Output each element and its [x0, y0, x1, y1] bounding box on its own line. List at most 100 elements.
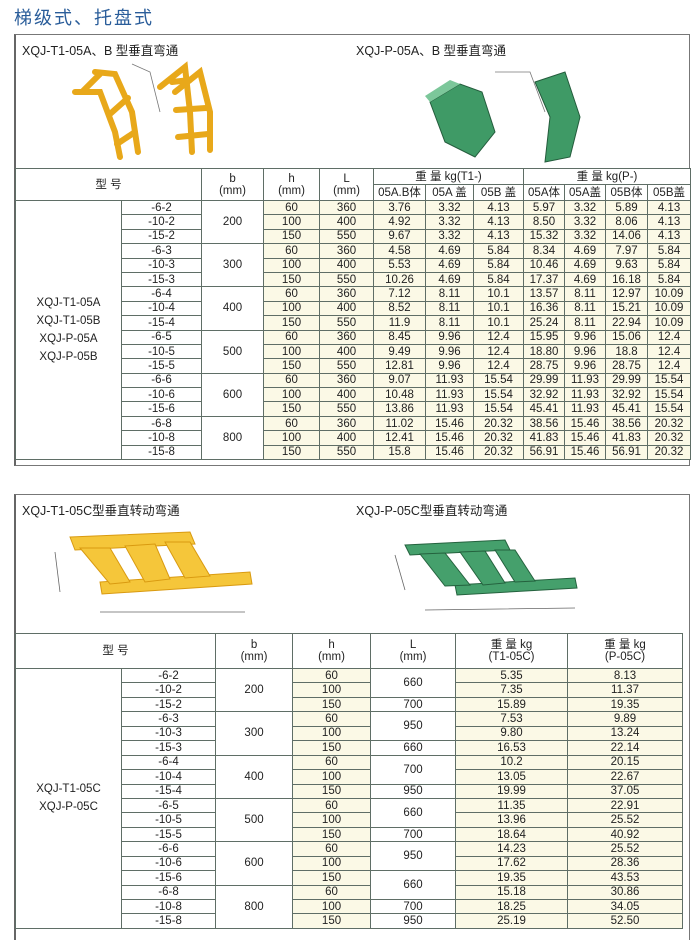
header-p-col: 05A体	[523, 184, 566, 201]
table-row: -15-8 150 550 15.8 15.46 20.32 56.91 15.46 56.91…	[16, 444, 692, 461]
weight-t1: 11.9	[373, 315, 427, 331]
width-b: 300	[201, 243, 265, 288]
table-row: XQJ-T1-05C XQJ-P-05C -6-2 200 60 660 5.35 8.13	[15, 667, 684, 929]
weight-t1: 7.12	[373, 286, 427, 302]
width-b: 400	[201, 286, 265, 331]
height-h: 150	[292, 696, 372, 713]
weight-p-05c: 28.36	[567, 855, 684, 872]
length-l: 400	[319, 300, 375, 317]
header-model: 型 号	[14, 168, 203, 201]
weight-t1: 15.46	[425, 430, 475, 446]
weight-p: 15.54	[647, 401, 692, 417]
weight-t1-05c: 14.23	[455, 841, 569, 857]
model-suffix: -6-4	[120, 286, 203, 302]
length-l: 400	[319, 214, 375, 230]
weight-t1: 8.11	[425, 300, 475, 317]
weight-t1: 15.8	[373, 444, 427, 461]
weight-p: 13.57	[523, 286, 566, 302]
weight-t1: 3.76	[373, 199, 427, 216]
weight-p: 12.4	[647, 358, 692, 374]
length-l: 360	[319, 415, 375, 432]
weight-t1: 15.54	[473, 372, 525, 389]
weight-t1: 13.86	[373, 401, 427, 417]
height-h: 60	[292, 884, 372, 901]
weight-p: 20.32	[647, 444, 692, 461]
weight-p-05c: 8.13	[567, 667, 684, 684]
weight-t1: 12.4	[473, 358, 525, 374]
height-h: 100	[263, 300, 321, 317]
weight-p: 29.99	[523, 372, 566, 389]
weight-t1-05c: 15.89	[455, 696, 569, 713]
weight-t1-05c: 9.80	[455, 725, 569, 742]
table-row: -6-6 600 60 950 14.23 25.52	[16, 841, 684, 886]
weight-p-05c: 9.89	[567, 711, 684, 727]
height-h: 150	[292, 913, 372, 929]
model-suffix: -10-5	[120, 812, 217, 828]
length-l: 360	[319, 372, 375, 389]
length-l: 700	[370, 898, 457, 915]
length-l: 950	[370, 913, 457, 929]
height-h: 150	[263, 271, 321, 288]
weight-p: 22.94	[605, 315, 649, 331]
weight-p: 4.69	[564, 257, 607, 273]
weight-t1-05c: 18.64	[455, 826, 569, 843]
height-h: 60	[263, 372, 321, 389]
table-row: -10-8 100 700 18.25 34.05	[16, 898, 684, 915]
weight-p: 28.75	[605, 358, 649, 374]
width-b: 600	[201, 372, 265, 417]
header-l: L (mm)	[370, 633, 457, 669]
weight-p: 5.84	[647, 243, 692, 259]
table-row: -6-6 600 60 360 9.07 11.93 15.54 29.99 11.93 29.9…	[16, 372, 692, 417]
table-row: -15-2 150 700 15.89 19.35	[16, 696, 684, 713]
header-p-col: 05B体	[605, 184, 649, 201]
length-l: 360	[319, 329, 375, 345]
caption-p-05ab: XQJ-P-05A、B 型垂直弯通	[356, 44, 507, 58]
model-suffix: -6-2	[120, 199, 203, 216]
table-row: XQJ-T1-05A XQJ-T1-05B XQJ-P-05A XQJ-P-05B -6…	[15, 199, 692, 461]
header-p-col: 05A盖	[564, 184, 607, 201]
weight-t1: 4.69	[425, 271, 475, 288]
length-l: 360	[319, 286, 375, 302]
table-row: -10-6 100 17.62 28.36	[16, 855, 684, 872]
table-row: -10-8 100 400 12.41 15.46 20.32 41.83 15.46 41.8…	[16, 430, 692, 446]
height-h: 100	[292, 725, 372, 742]
length-l: 360	[319, 199, 375, 216]
weight-p: 15.54	[647, 372, 692, 389]
weight-p: 15.95	[523, 329, 566, 345]
weight-t1: 10.26	[373, 271, 427, 288]
header-weight-t1-05c: 重 量 kg (T1-05C)	[455, 633, 569, 669]
weight-t1: 10.1	[473, 286, 525, 302]
weight-p: 11.93	[564, 387, 607, 403]
width-b: 800	[215, 884, 294, 929]
weight-p: 7.97	[605, 243, 649, 259]
weight-t1: 4.92	[373, 214, 427, 230]
height-h: 150	[292, 826, 372, 843]
weight-p: 3.32	[564, 228, 607, 245]
weight-t1-05c: 15.18	[455, 884, 569, 901]
weight-p: 4.13	[647, 214, 692, 230]
header-model: 型 号	[14, 633, 217, 669]
model-suffix: -6-6	[120, 372, 203, 389]
model-suffix: -6-6	[120, 841, 217, 857]
weight-t1: 5.84	[473, 271, 525, 288]
table-row: -15-2 150 550 9.67 3.32 4.13 15.32 3.32 14.06 4.1…	[16, 228, 692, 245]
length-l: 700	[370, 696, 457, 713]
page-heading: 梯级式、托盘式	[14, 8, 154, 28]
width-b: 500	[201, 329, 265, 374]
length-l: 700	[370, 826, 457, 843]
weight-p-05c: 43.53	[567, 870, 684, 886]
ladder-vertical-bend-illustration	[72, 61, 213, 160]
caption-t1-05c: XQJ-T1-05C型垂直转动弯通	[22, 504, 180, 518]
weight-t1: 10.48	[373, 387, 427, 403]
model-suffix: -15-5	[120, 826, 217, 843]
model-suffix: -15-5	[120, 358, 203, 374]
weight-p-05c: 11.37	[567, 682, 684, 698]
table-row: -10-5 100 400 9.49 9.96 12.4 18.80 9.96 18.8 12.4	[16, 343, 692, 360]
weight-t1: 11.93	[425, 372, 475, 389]
weight-t1: 4.69	[425, 243, 475, 259]
weight-t1: 4.69	[425, 257, 475, 273]
height-h: 100	[263, 430, 321, 446]
weight-t1: 9.67	[373, 228, 427, 245]
weight-t1: 4.13	[473, 199, 525, 216]
model-suffix: -10-8	[120, 898, 217, 915]
